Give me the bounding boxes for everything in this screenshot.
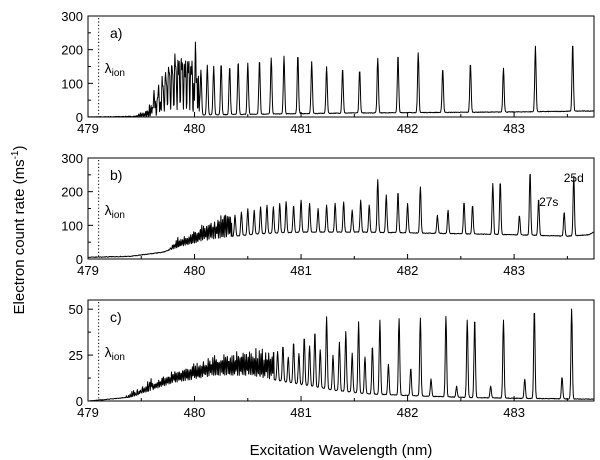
- x-tick-label: 483: [503, 405, 525, 420]
- panel-b: 479 480 481 482 483 0 100 200 300 λion b) 25d 27s: [61, 151, 595, 278]
- x-tick-label: 482: [397, 121, 419, 136]
- y-tick-label: 200: [61, 185, 83, 200]
- y-tick-label: 0: [76, 394, 83, 409]
- x-tick-label: 480: [184, 405, 206, 420]
- x-tick-label: 481: [290, 121, 312, 136]
- y-tick-label: 100: [61, 76, 83, 91]
- y-tick-label: 200: [61, 43, 83, 58]
- y-tick-label: 300: [61, 9, 83, 24]
- x-tick-label: 480: [184, 121, 206, 136]
- panel-c: 479 480 481 482 483 0 25 50 λion c): [69, 299, 595, 420]
- x-tick-label: 481: [290, 405, 312, 420]
- x-axis-label: Excitation Wavelength (nm): [250, 442, 433, 459]
- x-tick-label: 482: [397, 263, 419, 278]
- x-tick-label: 483: [503, 121, 525, 136]
- y-axis-label-main: Electron count rate (ms: [11, 159, 28, 314]
- ionization-limit-label: λion: [105, 202, 125, 221]
- panel-tag: a): [110, 25, 122, 41]
- y-axis-label: Electron count rate (ms-1): [10, 146, 28, 315]
- x-tick-label: 483: [503, 263, 525, 278]
- x-tick-label: 480: [184, 263, 206, 278]
- y-tick-label: 0: [76, 110, 83, 125]
- y-axis-label-close: ): [11, 146, 28, 151]
- spectrum-trace: [87, 41, 594, 118]
- x-tick-label: 482: [397, 405, 419, 420]
- plot-frame: [87, 157, 595, 260]
- y-tick-label: 25: [69, 348, 83, 363]
- y-tick-label: 100: [61, 218, 83, 233]
- x-tick-label: 481: [290, 263, 312, 278]
- x-tick-label: 479: [77, 405, 99, 420]
- peak-annotation: 25d: [564, 171, 584, 185]
- panel-a: 479 480 481 482 483 0 100 200 300 λion a): [61, 9, 595, 136]
- plot-frame: [87, 299, 595, 402]
- spectrum-trace: [87, 308, 594, 402]
- y-tick-label: 0: [76, 252, 83, 267]
- ionization-limit-label: λion: [105, 60, 125, 79]
- y-axis-label-superscript: -1: [10, 150, 21, 159]
- x-tick-label: 479: [77, 121, 99, 136]
- ionization-limit-label: λion: [105, 344, 125, 363]
- peak-annotation: 27s: [539, 195, 558, 209]
- panel-tag: b): [110, 167, 122, 183]
- x-tick-label: 479: [77, 263, 99, 278]
- spectrum-trace: [87, 173, 594, 259]
- y-tick-label: 300: [61, 151, 83, 166]
- panel-tag: c): [110, 309, 122, 325]
- y-tick-label: 50: [69, 302, 83, 317]
